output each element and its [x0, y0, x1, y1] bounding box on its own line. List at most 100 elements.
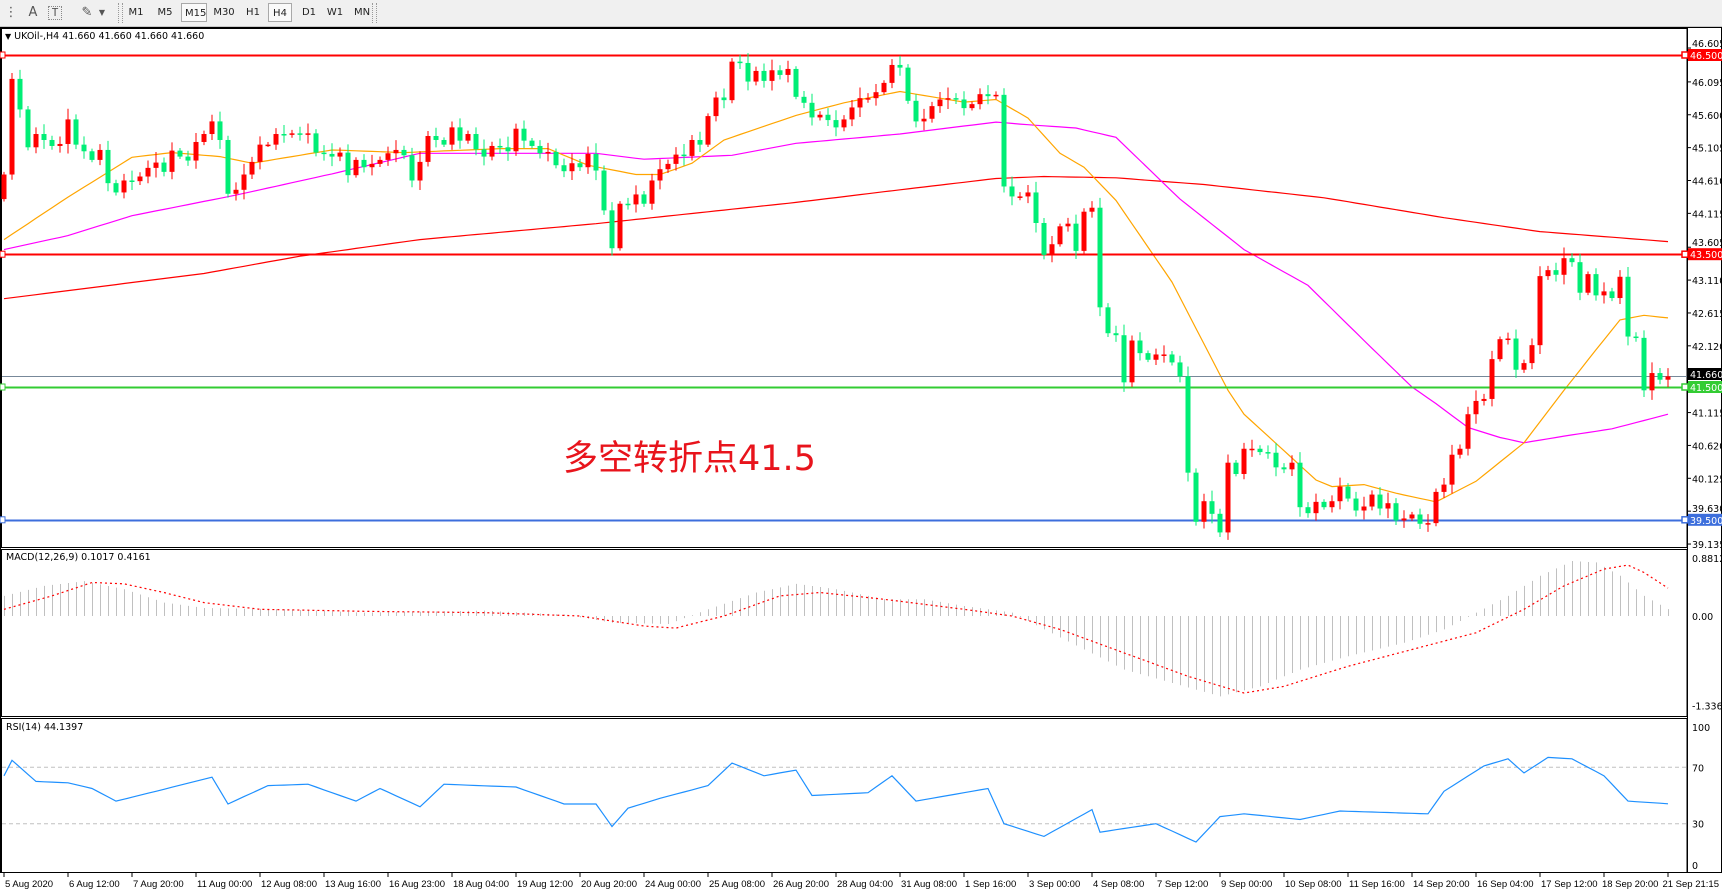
text-label-icon[interactable]: T: [48, 6, 62, 20]
price-tag-bg: [1688, 381, 1722, 393]
candle: [1649, 362, 1655, 400]
period-button-h4[interactable]: H4: [268, 3, 292, 22]
candle: [233, 182, 239, 201]
time-axis-label: 11 Aug 00:00: [197, 879, 252, 890]
candle: [657, 159, 663, 190]
candle-body: [641, 194, 647, 204]
period-button-mn[interactable]: MN: [353, 7, 371, 18]
period-button-m5[interactable]: M5: [157, 7, 173, 18]
candle: [361, 154, 367, 173]
period-button-d1[interactable]: D1: [301, 7, 317, 18]
candle-body: [913, 100, 919, 122]
candle-body: [889, 64, 895, 83]
candle-body: [345, 152, 351, 176]
candle: [889, 59, 895, 89]
candle-body: [137, 176, 143, 182]
candle-body: [1609, 291, 1615, 299]
period-button-h1[interactable]: H1: [246, 7, 260, 18]
candle: [801, 90, 807, 109]
candle: [737, 55, 743, 69]
period-button-m30[interactable]: M30: [213, 7, 235, 18]
candle: [241, 163, 247, 200]
candle: [289, 129, 295, 138]
candle: [961, 91, 967, 116]
price-tag-bg: [1688, 248, 1722, 261]
candle-body: [1009, 186, 1015, 197]
candle-body: [1569, 258, 1575, 263]
candle-body: [457, 127, 463, 141]
candle: [401, 145, 407, 160]
candle-body: [1473, 400, 1479, 415]
text-icon[interactable]: A: [28, 5, 38, 20]
candle-body: [1409, 514, 1415, 519]
candle: [1417, 508, 1423, 530]
price-tag-label: 43.500: [1690, 250, 1722, 261]
candle-body: [1041, 222, 1047, 255]
candle-body: [745, 62, 751, 82]
candle: [121, 173, 127, 199]
candle-body: [1649, 373, 1655, 391]
period-button-m15[interactable]: M15: [181, 3, 207, 22]
candle-body: [1337, 486, 1343, 502]
candle-body: [841, 119, 847, 128]
candle-body: [81, 144, 87, 152]
candle: [1489, 350, 1495, 407]
candle-body: [1617, 276, 1623, 299]
candle-body: [1065, 223, 1071, 227]
period-separator-icon[interactable]: ⋮: [4, 5, 18, 20]
candle: [1041, 217, 1047, 260]
candle-body: [769, 70, 775, 81]
candle-body: [1321, 501, 1327, 508]
candle-body: [1145, 353, 1151, 360]
candle-body: [1217, 513, 1223, 533]
candle-body: [1313, 501, 1319, 514]
candle-body: [1537, 276, 1543, 346]
candle-body: [657, 169, 663, 181]
collapse-triangle-icon[interactable]: ▼: [5, 32, 12, 41]
candle: [1177, 355, 1183, 383]
candle: [633, 185, 639, 213]
candle: [577, 158, 583, 172]
candle: [833, 110, 839, 137]
candle: [1313, 493, 1319, 521]
period-button-m1[interactable]: M1: [128, 7, 144, 18]
candle-body: [145, 167, 151, 177]
candle: [721, 88, 727, 109]
candle-body: [1209, 501, 1215, 514]
candle: [33, 127, 39, 154]
candle-body: [1465, 414, 1471, 449]
time-axis-label: 19 Aug 12:00: [517, 879, 573, 890]
candle-body: [985, 94, 991, 97]
candle: [641, 190, 647, 207]
candle-body: [673, 154, 679, 164]
candle-body: [729, 61, 735, 101]
candle-body: [689, 139, 695, 156]
candle: [169, 142, 175, 180]
candle-body: [177, 150, 183, 157]
arrows-icon[interactable]: ✎: [81, 5, 93, 20]
candle-body: [1193, 472, 1199, 522]
candle: [689, 134, 695, 161]
candle-body: [281, 134, 287, 136]
candle: [1273, 442, 1279, 477]
candle: [649, 173, 655, 210]
candle-body: [1001, 94, 1007, 187]
candle-body: [1113, 333, 1119, 336]
candle: [913, 94, 919, 128]
candle: [1537, 266, 1543, 355]
time-axis-label: 26 Aug 20:00: [773, 879, 829, 890]
candle: [337, 147, 343, 162]
candle: [585, 146, 591, 174]
candle: [481, 139, 487, 166]
candle-body: [289, 133, 295, 135]
chart-title-text: UKOil-,H4 41.660 41.660 41.660 41.660: [14, 31, 205, 42]
period-button-w1[interactable]: W1: [326, 7, 344, 18]
dropdown-arrow-icon[interactable]: ▼: [98, 8, 106, 17]
candle-body: [801, 96, 807, 103]
candle: [985, 85, 991, 105]
time-axis-label: 28 Aug 04:00: [837, 879, 893, 890]
candle-body: [1553, 270, 1559, 275]
candle-body: [1529, 345, 1535, 364]
candle-body: [473, 134, 479, 150]
